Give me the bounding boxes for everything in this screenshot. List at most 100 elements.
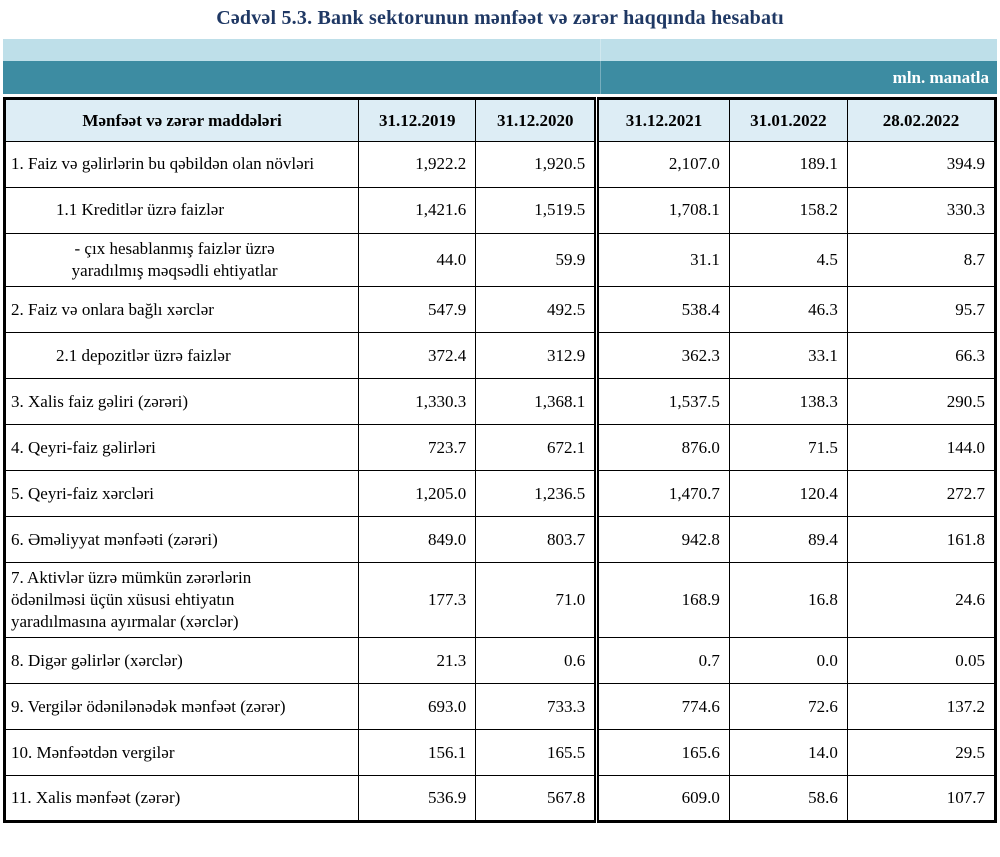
value-cell: 33.1: [728, 332, 848, 380]
table-row: 9. Vergilər ödənilənədək mənfəət (zərər)…: [3, 683, 997, 731]
decorative-band-light: [3, 39, 997, 61]
value-cell: 394.9: [846, 141, 997, 188]
value-cell: 58.6: [728, 775, 848, 823]
table-row: - çıx hesablanmış faizlər üzrə yaradılmı…: [3, 232, 997, 288]
value-cell: 72.6: [728, 683, 848, 731]
value-cell: 8.7: [846, 232, 997, 288]
column-header-date: 31.12.2021: [594, 98, 730, 142]
value-cell: 538.4: [594, 286, 730, 334]
value-cell: 165.6: [594, 729, 730, 777]
value-cell: 29.5: [846, 729, 997, 777]
value-cell: 21.3: [358, 637, 477, 685]
row-label: 5. Qeyri-faiz xərcləri: [3, 470, 360, 518]
value-cell: 24.6: [846, 562, 997, 639]
value-cell: 89.4: [728, 516, 848, 564]
row-label: 7. Aktivlər üzrə mümkün zərərlərin ödəni…: [3, 562, 360, 639]
row-label: 1.1 Kreditlər üzrə faizlər: [3, 187, 360, 234]
value-cell: 4.5: [728, 232, 848, 288]
profit-loss-table: Mənfəət və zərər maddələri 31.12.2019 31.1…: [3, 97, 997, 824]
value-cell: 492.5: [475, 286, 598, 334]
value-cell: 0.7: [594, 637, 730, 685]
spacer: [3, 94, 997, 97]
value-cell: 1,205.0: [358, 470, 477, 518]
value-cell: 609.0: [594, 775, 730, 823]
page: Cədvəl 5.3. Bank sektorunun mənfəət və z…: [3, 7, 997, 824]
value-cell: 547.9: [358, 286, 477, 334]
value-cell: 158.2: [728, 187, 848, 234]
value-cell: 66.3: [846, 332, 997, 380]
table-row: 2. Faiz və onlara bağlı xərclər 547.9 492.…: [3, 286, 997, 334]
value-cell: 137.2: [846, 683, 997, 731]
table-row: 6. Əməliyyat mənfəəti (zərəri) 849.0 803.7…: [3, 516, 997, 564]
row-label: 3. Xalis faiz gəliri (zərəri): [3, 378, 360, 426]
value-cell: 1,236.5: [475, 470, 598, 518]
table-row: 7. Aktivlər üzrə mümkün zərərlərin ödəni…: [3, 562, 997, 639]
header-row: Mənfəət və zərər maddələri 31.12.2019 31.1…: [3, 98, 997, 142]
value-cell: 1,421.6: [358, 187, 477, 234]
row-label: 2.1 depozitlər üzrə faizlər: [3, 332, 360, 380]
value-cell: 1,368.1: [475, 378, 598, 426]
row-label: 4. Qeyri-faiz gəlirləri: [3, 424, 360, 472]
value-cell: 107.7: [846, 775, 997, 823]
value-cell: 1,330.3: [358, 378, 477, 426]
value-cell: 44.0: [358, 232, 477, 288]
row-label: 11. Xalis mənfəət (zərər): [3, 775, 360, 823]
value-cell: 16.8: [728, 562, 848, 639]
value-cell: 161.8: [846, 516, 997, 564]
column-header-date: 28.02.2022: [846, 98, 997, 142]
value-cell: 1,922.2: [358, 141, 477, 188]
value-cell: 31.1: [594, 232, 730, 288]
value-cell: 536.9: [358, 775, 477, 823]
table-row: 5. Qeyri-faiz xərcləri 1,205.0 1,236.5 1,47…: [3, 470, 997, 518]
table-row: 4. Qeyri-faiz gəlirləri 723.7 672.1 876.0 71…: [3, 424, 997, 472]
value-cell: 95.7: [846, 286, 997, 334]
header-bands: mln. manatla: [3, 39, 997, 94]
value-cell: 567.8: [475, 775, 598, 823]
page-title: Cədvəl 5.3. Bank sektorunun mənfəət və z…: [216, 7, 784, 29]
table-row: 8. Digər gəlirlər (xərclər) 21.3 0.6 0.7 0.0…: [3, 637, 997, 685]
value-cell: 803.7: [475, 516, 598, 564]
band-seam-line: [600, 39, 602, 94]
column-header-date: 31.01.2022: [728, 98, 848, 142]
table-row: 3. Xalis faiz gəliri (zərəri) 1,330.3 1,36…: [3, 378, 997, 426]
table-row: 1.1 Kreditlər üzrə faizlər 1,421.6 1,519.5…: [3, 187, 997, 234]
value-cell: 156.1: [358, 729, 477, 777]
value-cell: 59.9: [475, 232, 598, 288]
table-row: 1. Faiz və gəlirlərin bu qəbildən olan n…: [3, 141, 997, 188]
value-cell: 693.0: [358, 683, 477, 731]
row-label: 6. Əməliyyat mənfəəti (zərəri): [3, 516, 360, 564]
value-cell: 144.0: [846, 424, 997, 472]
value-cell: 46.3: [728, 286, 848, 334]
column-header-date: 31.12.2019: [358, 98, 477, 142]
value-cell: 165.5: [475, 729, 598, 777]
value-cell: 14.0: [728, 729, 848, 777]
table-row: 2.1 depozitlər üzrə faizlər 372.4 312.9 362…: [3, 332, 997, 380]
value-cell: 168.9: [594, 562, 730, 639]
row-label: 2. Faiz və onlara bağlı xərclər: [3, 286, 360, 334]
value-cell: 1,519.5: [475, 187, 598, 234]
value-cell: 120.4: [728, 470, 848, 518]
value-cell: 774.6: [594, 683, 730, 731]
value-cell: 1,920.5: [475, 141, 598, 188]
table-container: mln. manatla Mənfəət və zərər maddələri 3…: [3, 39, 997, 824]
table-row: 10. Mənfəətdən vergilər 156.1 165.5 165.6 14…: [3, 729, 997, 777]
value-cell: 189.1: [728, 141, 848, 188]
column-header-date: 31.12.2020: [475, 98, 598, 142]
value-cell: 1,470.7: [594, 470, 730, 518]
value-cell: 138.3: [728, 378, 848, 426]
value-cell: 372.4: [358, 332, 477, 380]
value-cell: 0.0: [728, 637, 848, 685]
value-cell: 1,537.5: [594, 378, 730, 426]
row-label: 9. Vergilər ödənilənədək mənfəət (zərər): [3, 683, 360, 731]
value-cell: 849.0: [358, 516, 477, 564]
table-row: 11. Xalis mənfəət (zərər) 536.9 567.8 609.0…: [3, 775, 997, 823]
unit-band: mln. manatla: [3, 61, 997, 94]
row-label: 10. Mənfəətdən vergilər: [3, 729, 360, 777]
unit-label: mln. manatla: [892, 68, 989, 87]
value-cell: 876.0: [594, 424, 730, 472]
table-body: 1. Faiz və gəlirlərin bu qəbildən olan n…: [3, 141, 997, 823]
value-cell: 290.5: [846, 378, 997, 426]
row-label: 8. Digər gəlirlər (xərclər): [3, 637, 360, 685]
value-cell: 723.7: [358, 424, 477, 472]
value-cell: 0.05: [846, 637, 997, 685]
